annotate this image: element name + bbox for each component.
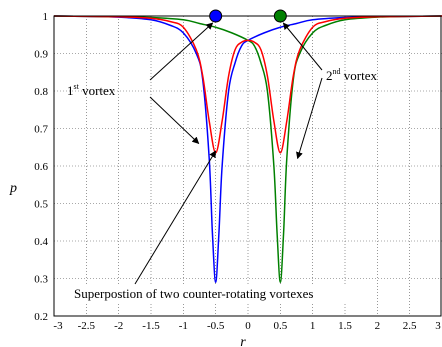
second-vortex-label: 2nd vortex: [326, 67, 377, 83]
grid: [54, 16, 442, 316]
x-tick-label: 2: [375, 320, 381, 332]
annotation-arrows: [134, 22, 323, 285]
x-tick-label: -1: [179, 320, 188, 332]
x-tick-label: 3: [435, 320, 441, 332]
arrow-first-vortex-top: [149, 22, 214, 81]
first-vortex-label: 1st vortex: [67, 82, 116, 98]
y-tick-label: 0.7: [34, 124, 48, 136]
x-tick-label: -2.5: [78, 320, 96, 332]
x-tick-label: 1.5: [338, 320, 352, 332]
series-line-3: [53, 15, 442, 154]
y-tick-label: 1: [43, 11, 49, 23]
x-tick-label: 1: [310, 320, 316, 332]
x-tick-label: 0: [245, 320, 251, 332]
y-tick-label: 0.6: [34, 161, 48, 173]
tick-labels: -3 -2.5 -2 -1.5 -1 -0.5 0 0.5 1 1.5 2 2.5 3 0.2 0.3 0.4…: [34, 11, 441, 332]
superposition-label: Superpostion of two counter-rotating vor…: [74, 286, 313, 301]
y-tick-label: 0.2: [34, 311, 48, 323]
series-line-2: [53, 15, 442, 284]
markers: [209, 9, 287, 23]
x-tick-label: -2: [114, 320, 123, 332]
y-tick-label: 0.5: [34, 199, 48, 211]
plot-frame: [53, 15, 442, 317]
marker-point-1: [209, 9, 223, 23]
arrow-first-vortex-dip: [149, 96, 200, 144]
y-tick-label: 0.4: [34, 236, 48, 248]
y-axis-title: p: [9, 181, 17, 196]
x-tick-label: 2.5: [403, 320, 417, 332]
superposition-label-bg: [70, 285, 360, 303]
y-tick-label: 0.3: [34, 274, 48, 286]
arrow-second-vortex-top: [282, 22, 323, 71]
x-tick-label: -3: [53, 320, 63, 332]
x-axis-title: r: [240, 335, 246, 347]
y-tick-label: 0.9: [34, 49, 48, 61]
marker-point-2: [273, 9, 287, 23]
arrow-second-vortex-dip: [296, 77, 323, 160]
series-group: [53, 15, 442, 284]
x-tick-label: -1.5: [142, 320, 160, 332]
y-tick-label: 0.8: [34, 86, 48, 98]
series-line-1: [53, 15, 442, 284]
x-tick-label: -0.5: [207, 320, 225, 332]
arrow-superposition: [134, 150, 217, 285]
x-tick-label: 0.5: [273, 320, 287, 332]
